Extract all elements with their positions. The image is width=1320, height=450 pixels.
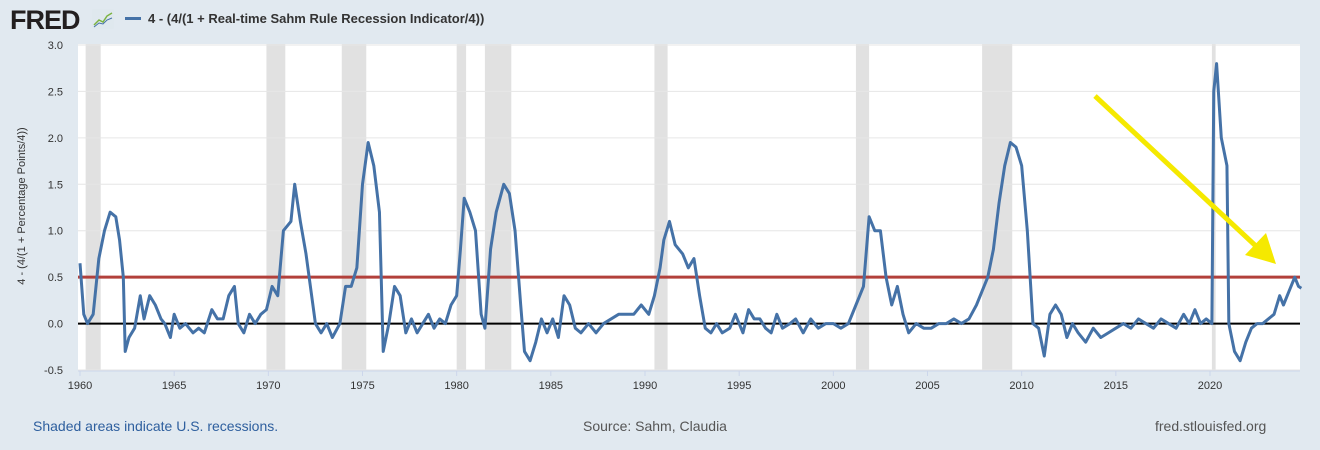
y-tick-label: 0.0 [48,319,63,331]
x-tick-label: 1960 [68,380,92,392]
site-link[interactable]: fred.stlouisfed.org [1155,418,1267,434]
recession-band [456,44,467,371]
legend-swatch [125,17,141,20]
x-tick-label: 2015 [1104,380,1128,392]
y-tick-label: 0.5 [48,272,63,284]
x-tick-label: 1990 [633,380,657,392]
source-text: Source: Sahm, Claudia [583,418,727,434]
x-tick-label: 2005 [915,380,939,392]
y-tick-label: 3.0 [48,40,63,52]
x-tick-label: 1985 [539,380,563,392]
fred-chart-icon [92,9,114,29]
y-tick-label: 1.0 [48,226,63,238]
annotation-arrow-shaft [1093,94,1260,250]
y-tick-label: 2.0 [48,133,63,145]
fred-logo[interactable]: FRED [10,5,80,35]
x-tick-label: 1975 [350,380,374,392]
recession-band [654,44,668,371]
y-tick-label: 2.5 [48,86,63,98]
x-tick-label: 2020 [1198,380,1222,392]
x-tick-label: 1995 [727,380,751,392]
x-tick-label: 1980 [444,380,468,392]
recession-band [341,44,367,371]
chart-svg: 3.0 2.5 2.0 1.5 1.0 0.5 0.0 -0.5 1960 1965 1970 197… [44,40,1303,392]
y-tick-label: 1.5 [48,179,63,191]
legend: 4 - (4/(1 + Real-time Sahm Rule Recessio… [125,11,484,26]
x-tick-label: 1970 [256,380,280,392]
y-tick-label: -0.5 [44,365,63,377]
legend-label: 4 - (4/(1 + Real-time Sahm Rule Recessio… [148,11,485,26]
recession-band [855,44,870,371]
x-tick-label: 1965 [162,380,186,392]
plot-area [78,44,1300,371]
annotation-arrow-head [1245,233,1276,264]
x-tick-label: 2000 [821,380,845,392]
recession-note-link[interactable]: Shaded areas indicate U.S. recessions. [33,418,279,434]
series-line [78,62,1303,363]
x-tick-label: 2010 [1009,380,1033,392]
recession-band [266,44,286,371]
